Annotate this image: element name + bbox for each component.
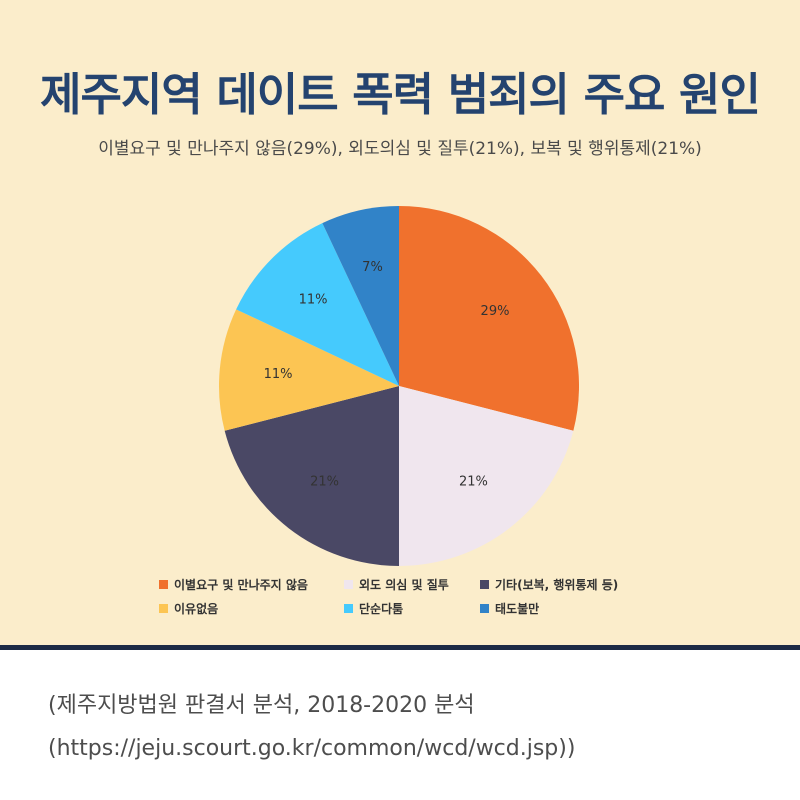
legend-item: 외도 의심 및 질투 (344, 576, 480, 593)
divider (0, 645, 800, 650)
chart-legend: 이별요구 및 만나주지 않음 외도 의심 및 질투 기타(보복, 행위통제 등)… (159, 576, 659, 617)
legend-label: 기타(보복, 행위통제 등) (495, 578, 619, 592)
pie-slice (224, 386, 399, 566)
legend-label: 외도 의심 및 질투 (359, 578, 449, 592)
pie-slice (399, 386, 574, 566)
chart-subtitle: 이별요구 및 만나주지 않음(29%), 외도의심 및 질투(21%), 보복 … (98, 139, 702, 159)
legend-label: 이유없음 (174, 602, 219, 616)
pie-slice (399, 206, 579, 431)
pie-slice (219, 309, 399, 431)
legend-label: 단순다툼 (359, 602, 404, 616)
pie-slice (322, 206, 399, 386)
legend-swatch (159, 604, 168, 613)
legend-item: 기타(보복, 행위통제 등) (480, 576, 660, 593)
legend-label: 태도불만 (495, 602, 540, 616)
legend-label: 이별요구 및 만나주지 않음 (174, 578, 308, 592)
slice-value-label: 21% (459, 475, 488, 490)
slice-value-label: 21% (310, 475, 339, 490)
legend-swatch (159, 580, 168, 589)
legend-swatch (480, 604, 489, 613)
slice-value-label: 7% (362, 260, 383, 275)
source-line: (제주지방법원 판결서 분석, 2018-2020 분석 (48, 693, 475, 718)
legend-item: 단순다툼 (344, 600, 480, 617)
source-url: (https://jeju.scourt.go.kr/common/wcd/wc… (48, 736, 576, 761)
slice-value-label: 11% (299, 293, 328, 308)
legend-item: 태도불만 (480, 600, 660, 617)
legend-swatch (344, 604, 353, 613)
legend-swatch (344, 580, 353, 589)
legend-item: 이유없음 (159, 600, 344, 617)
slice-value-label: 11% (264, 367, 293, 382)
legend-swatch (480, 580, 489, 589)
legend-item: 이별요구 및 만나주지 않음 (159, 576, 344, 593)
source-note: (제주지방법원 판결서 분석, 2018-2020 분석 (https://je… (48, 684, 575, 770)
pie-slice (236, 223, 399, 386)
slice-value-label: 29% (481, 304, 510, 319)
chart-title: 제주지역 데이트 폭력 범죄의 주요 원인 (40, 68, 761, 121)
